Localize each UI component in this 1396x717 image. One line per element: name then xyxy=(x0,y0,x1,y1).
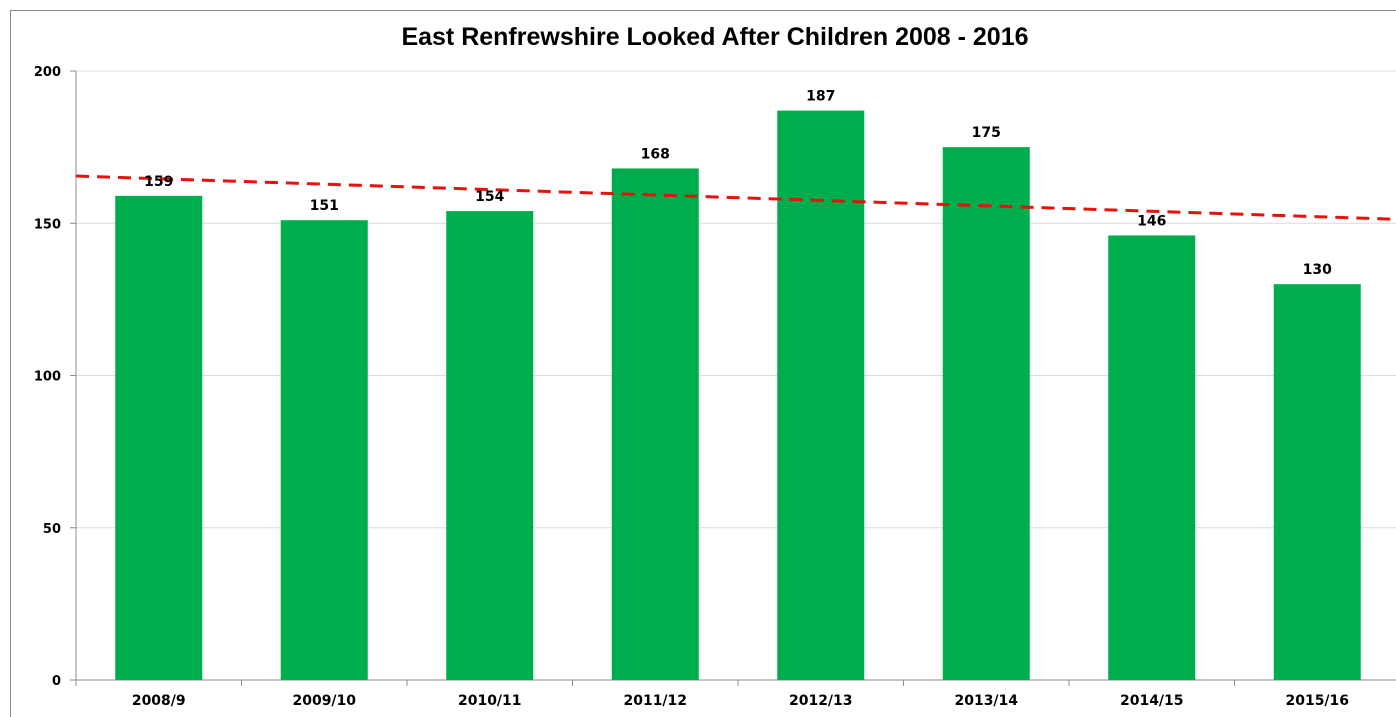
data-label: 168 xyxy=(641,146,670,162)
data-label: 175 xyxy=(972,125,1001,141)
axes xyxy=(70,70,1396,686)
y-axis-ticks: 0 50 100 150 200 xyxy=(34,65,61,689)
bar-2015/16 xyxy=(1273,284,1361,680)
bar-2008/9 xyxy=(115,195,203,680)
y-tick-label: 100 xyxy=(34,370,61,385)
data-label: 151 xyxy=(310,198,339,214)
data-label: 187 xyxy=(806,89,835,105)
bars xyxy=(115,110,1361,680)
bar-2010/11 xyxy=(446,211,534,680)
trendline xyxy=(75,174,1396,221)
x-tick-label: 2012/13 xyxy=(789,693,853,709)
trendline-layer xyxy=(75,174,1396,221)
y-tick-label: 0 xyxy=(52,674,61,689)
x-tick-label: 2014/15 xyxy=(1120,693,1184,709)
data-labels: 159 151 154 168 187 175 146 130 xyxy=(144,89,1332,279)
x-tick-label: 2013/14 xyxy=(954,693,1018,709)
data-label: 146 xyxy=(1137,213,1166,229)
x-tick-label: 2015/16 xyxy=(1285,693,1349,709)
x-tick-label: 2011/12 xyxy=(623,693,687,709)
x-axis-ticks: 2008/9 2009/10 2010/11 2011/12 2012/13 2013/1… xyxy=(132,693,1349,709)
bar-2013/14 xyxy=(942,147,1030,680)
bar-2012/13 xyxy=(777,110,865,680)
x-tick-label: 2010/11 xyxy=(458,693,522,709)
data-label: 159 xyxy=(144,174,173,190)
gridlines xyxy=(76,70,1396,529)
bar-2011/12 xyxy=(611,168,699,680)
bar-2009/10 xyxy=(280,220,368,680)
data-label: 130 xyxy=(1303,262,1332,278)
bar-2014/15 xyxy=(1108,235,1196,680)
chart-title: East Renfrewshire Looked After Children … xyxy=(401,23,1028,51)
y-tick-label: 50 xyxy=(43,522,61,537)
x-tick-label: 2009/10 xyxy=(292,693,356,709)
y-tick-label: 200 xyxy=(34,65,61,80)
data-label: 154 xyxy=(475,189,504,205)
x-tick-label: 2008/9 xyxy=(132,693,186,709)
y-tick-label: 150 xyxy=(34,217,61,232)
